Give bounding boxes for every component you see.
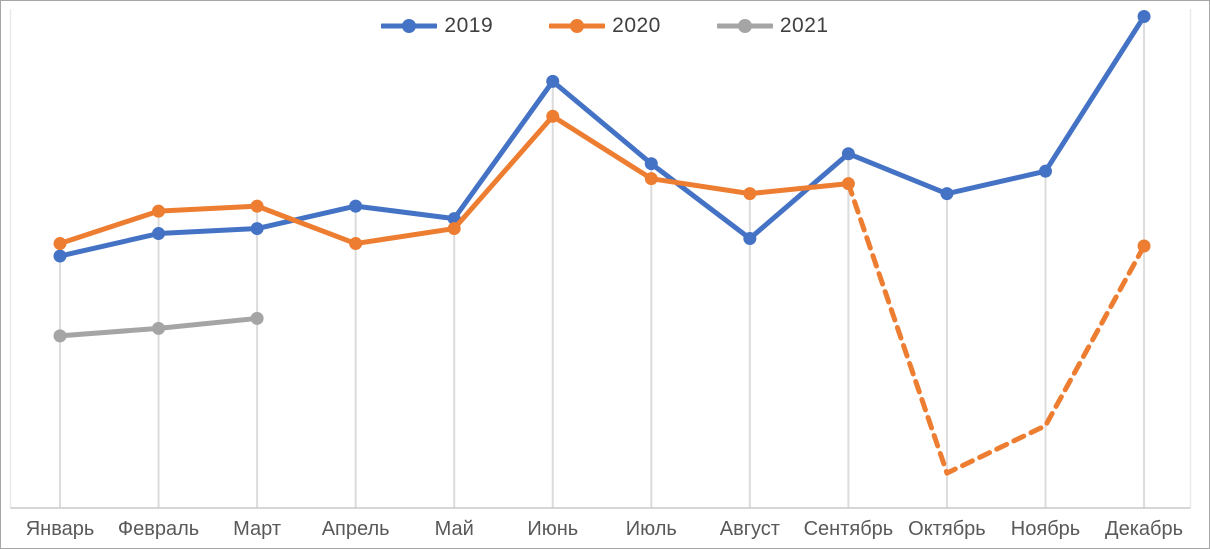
x-axis-label: Ноябрь — [1011, 518, 1080, 540]
x-axis-labels: Январь Февраль Март Апрель Май Июнь Июль Август… — [26, 518, 1183, 540]
data-point-marker — [546, 109, 560, 123]
legend-label: 2021 — [779, 14, 829, 37]
data-point-marker — [53, 249, 67, 263]
data-point-marker — [1039, 164, 1052, 178]
data-point-marker — [53, 329, 67, 343]
x-axis-label: Апрель — [322, 518, 390, 540]
legend-item-2020[interactable]: 2020 — [549, 14, 661, 38]
series-2021 — [53, 311, 264, 343]
data-point-marker — [447, 222, 461, 236]
data-point-marker — [743, 187, 757, 201]
data-point-marker — [152, 227, 166, 241]
legend-item-2021[interactable]: 2021 — [716, 14, 829, 38]
x-axis-label: Январь — [26, 518, 95, 540]
x-axis-label: Декабрь — [1105, 518, 1183, 540]
data-point-marker — [743, 232, 757, 246]
series-2019 — [53, 10, 1151, 263]
legend-label: 2020 — [612, 14, 661, 37]
data-point-marker — [152, 204, 166, 218]
x-axis-label: Февраль — [118, 518, 199, 540]
x-axis-label: Март — [233, 518, 281, 540]
data-point-marker — [250, 222, 264, 236]
legend-marker — [737, 19, 752, 33]
data-point-marker — [546, 74, 560, 88]
data-point-marker — [349, 199, 363, 213]
x-axis-label: Сентябрь — [804, 518, 894, 540]
data-point-marker — [250, 311, 264, 325]
series-2020 — [53, 109, 1151, 476]
drop-lines — [59, 16, 1146, 508]
legend-swatch-icon — [549, 19, 606, 33]
x-axis-label: Июль — [626, 518, 677, 540]
series-line-dashed — [845, 181, 1147, 476]
data-point-marker — [152, 321, 166, 335]
legend-swatch-icon — [381, 19, 438, 33]
legend-marker — [402, 19, 417, 33]
x-axis-label: Май — [435, 518, 474, 540]
data-point-marker — [940, 187, 954, 201]
data-point-marker — [53, 237, 67, 251]
x-axis-label: Октябрь — [908, 518, 986, 540]
data-point-marker — [349, 237, 363, 251]
series-line — [57, 14, 1147, 259]
legend-label: 2019 — [444, 14, 494, 37]
data-point-marker — [841, 177, 855, 191]
legend-swatch-icon — [716, 19, 773, 33]
x-axis-label: Июнь — [527, 518, 578, 540]
data-point-marker — [841, 147, 855, 161]
chart-legend: 2019 2020 2021 — [1, 14, 1209, 38]
data-point-marker — [644, 157, 658, 171]
x-axis-label: Август — [720, 518, 780, 540]
data-point-marker — [1137, 239, 1151, 253]
data-point-marker — [250, 199, 264, 213]
legend-item-2019[interactable]: 2019 — [381, 14, 493, 38]
legend-marker — [570, 19, 585, 33]
data-point-marker — [644, 172, 658, 186]
data-point-marker — [1137, 10, 1151, 23]
